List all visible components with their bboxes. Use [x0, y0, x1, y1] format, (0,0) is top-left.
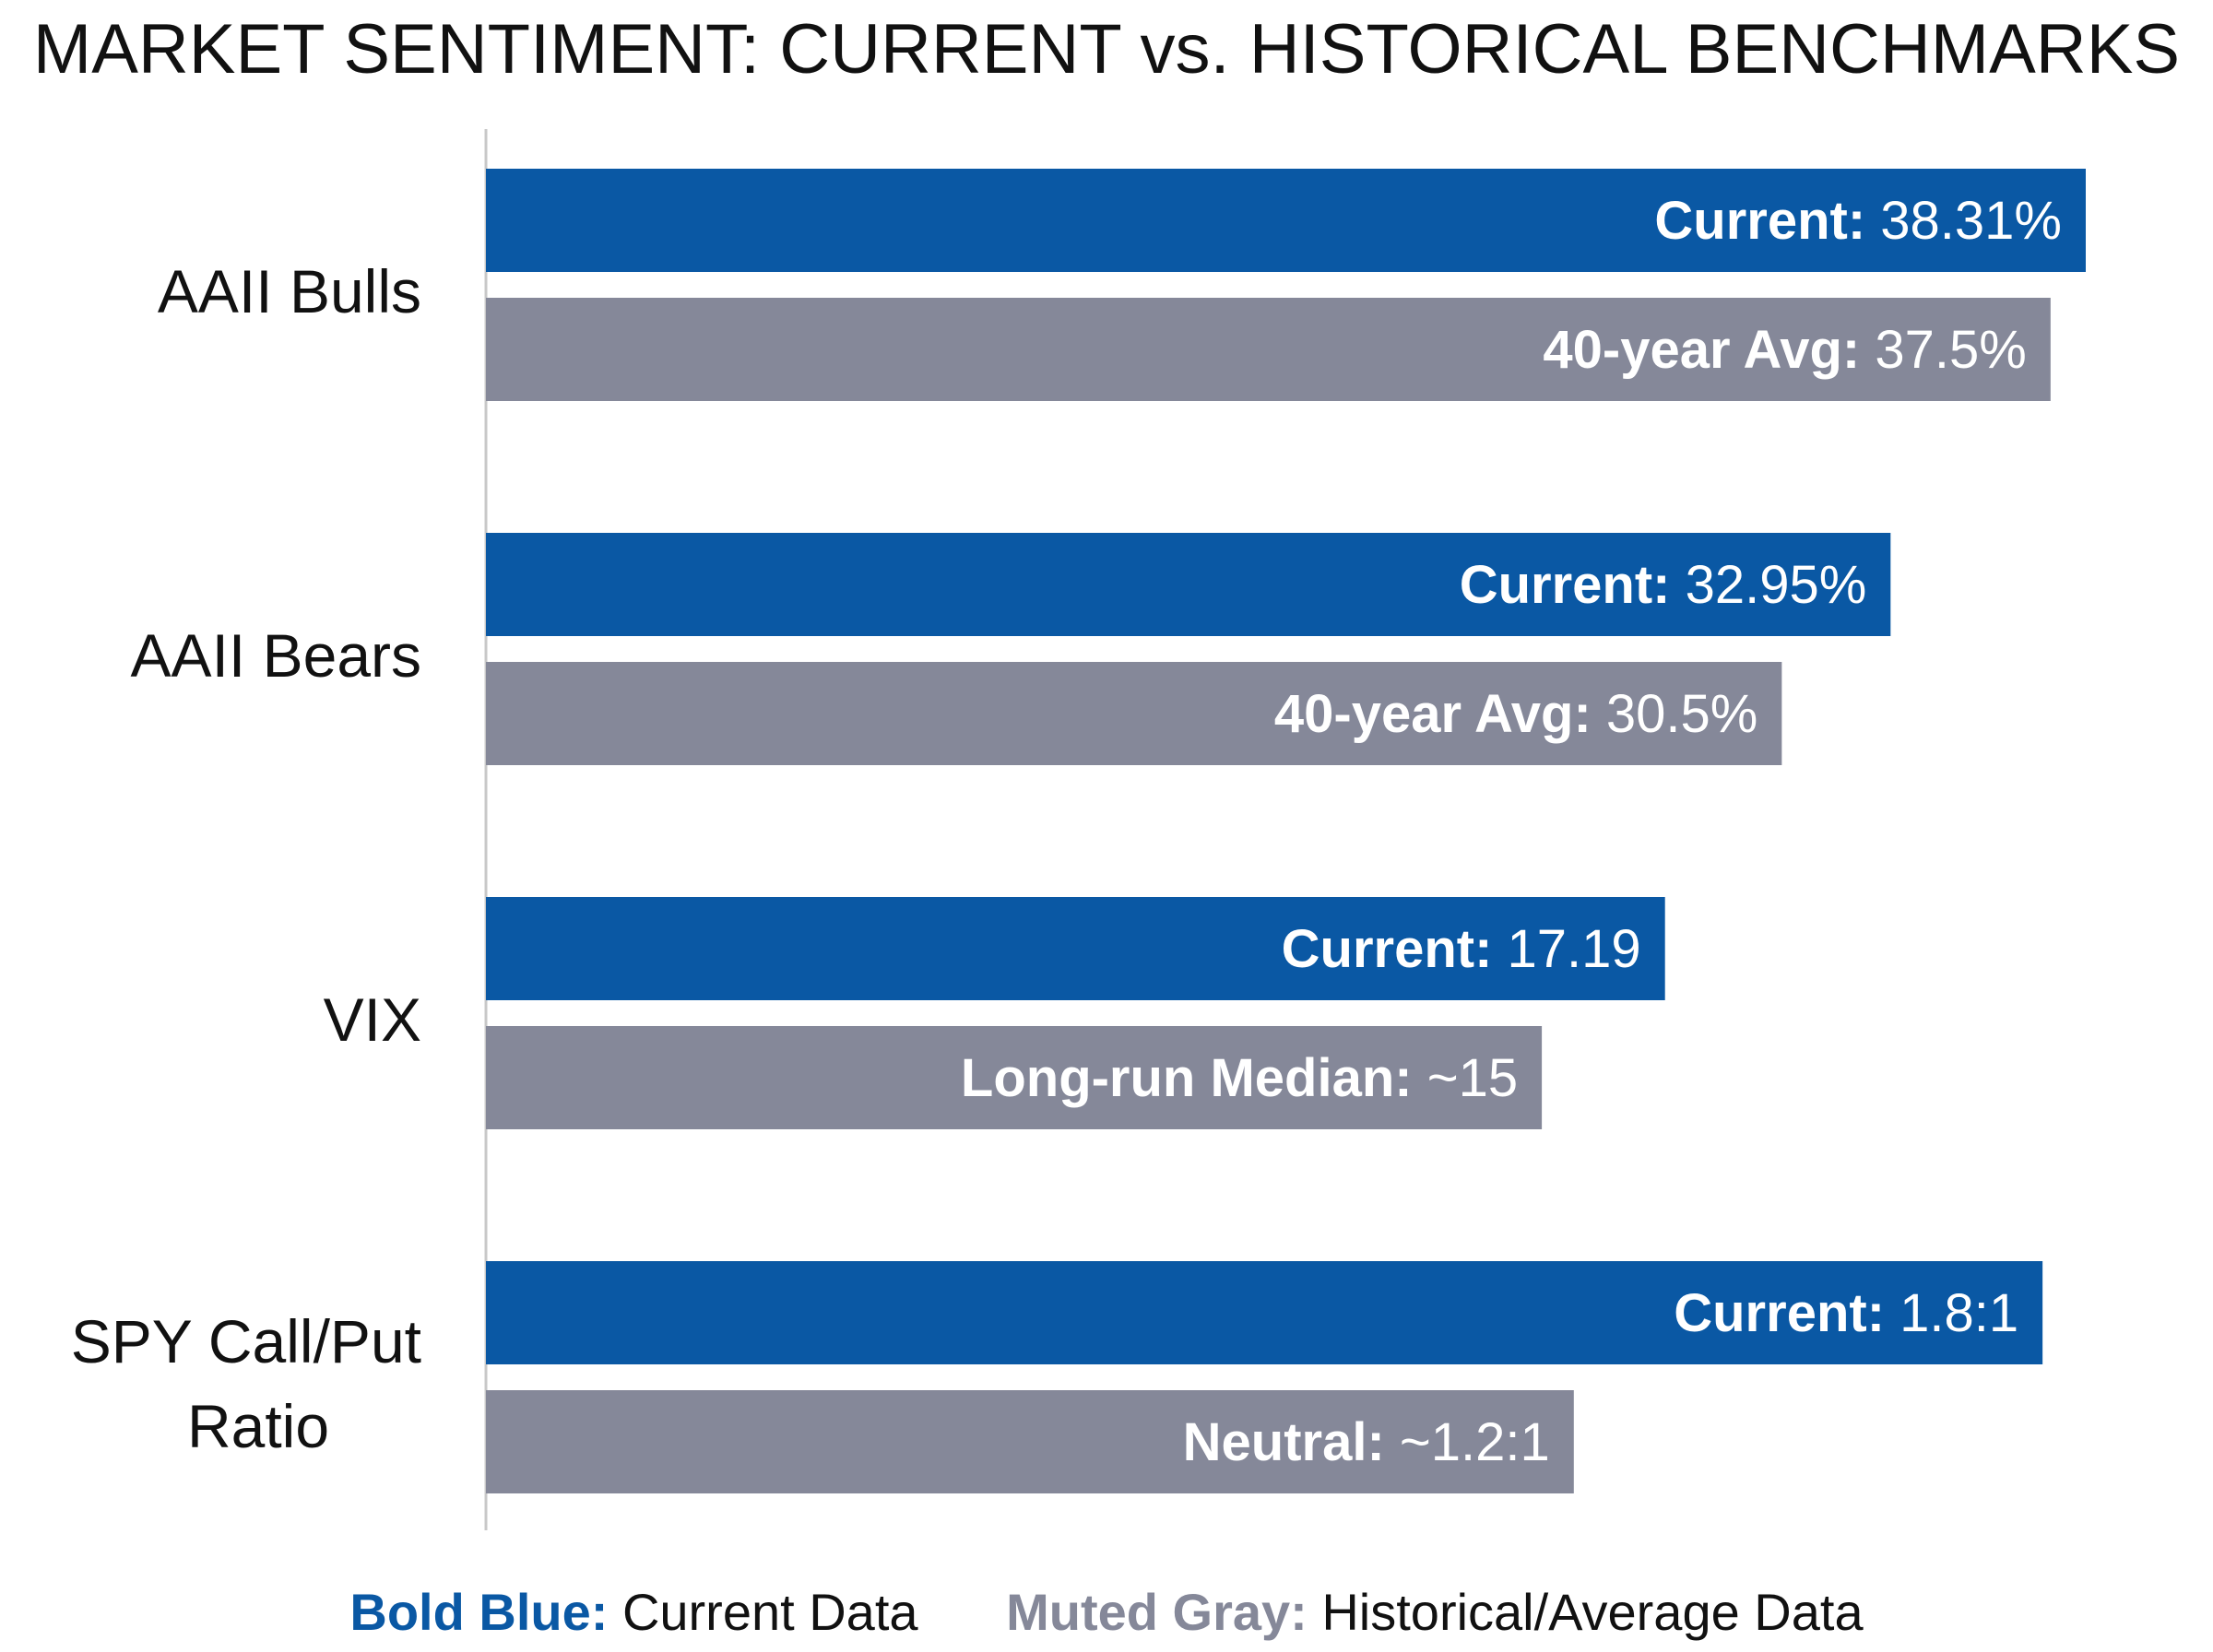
category-label: SPY Call/Put: [71, 1307, 421, 1375]
data-label-historical: 40-year Avg: 30.5%: [1274, 684, 1757, 744]
data-label-historical: 40-year Avg: 37.5%: [1543, 320, 2026, 380]
bar-current: [486, 1261, 2043, 1364]
legend-item-historical: Muted Gray: Historical/Average Data: [1006, 1582, 1864, 1642]
bar-historical: [486, 298, 2051, 401]
data-label-prefix: Current:: [1674, 1283, 1885, 1343]
bars-group: Current: 38.31% 40-year Avg: 37.5% Current…: [486, 169, 2086, 1493]
bar-historical: [486, 1390, 1574, 1493]
data-label-prefix: 40-year Avg:: [1543, 320, 1860, 380]
category-label: AAII Bears: [131, 621, 421, 690]
legend-key-current: Bold Blue:: [349, 1583, 609, 1641]
data-label-value: ~1.2:1: [1385, 1412, 1550, 1472]
data-label-prefix: Current:: [1654, 191, 1865, 251]
data-label-value: 38.31%: [1865, 191, 2062, 251]
data-label-historical: Long-run Median: ~15: [961, 1048, 1518, 1108]
data-label-current: Current: 32.95%: [1460, 555, 1867, 615]
data-label-current: Current: 1.8:1: [1674, 1283, 2018, 1343]
data-label-historical: Neutral: ~1.2:1: [1183, 1412, 1550, 1472]
data-label-value: 30.5%: [1592, 684, 1758, 744]
bar-historical: [486, 662, 1782, 765]
data-label-value: 17.19: [1492, 919, 1640, 979]
legend-key-historical: Muted Gray:: [1006, 1583, 1308, 1641]
data-label-value: 37.5%: [1860, 320, 2027, 380]
data-label-prefix: 40-year Avg:: [1274, 684, 1592, 744]
data-label-value: 1.8:1: [1885, 1283, 2018, 1343]
category-label: VIX: [324, 985, 421, 1054]
bar-current: [486, 533, 1891, 636]
bar-current: [486, 897, 1665, 1000]
bar-current: [486, 169, 2086, 272]
bar-chart: Current: 38.31% 40-year Avg: 37.5% Current…: [71, 129, 2086, 1530]
bar-historical: [486, 1026, 1543, 1129]
data-label-prefix: Neutral:: [1183, 1412, 1385, 1472]
chart-title: MARKET SENTIMENT: CURRENT vs. HISTORICAL…: [32, 10, 2181, 88]
legend-item-current: Bold Blue: Current Data: [349, 1582, 917, 1642]
data-label-prefix: Current:: [1460, 555, 1671, 615]
category-label: AAII Bulls: [158, 257, 421, 325]
data-label-prefix: Current:: [1282, 919, 1493, 979]
data-label-current: Current: 17.19: [1282, 919, 1641, 979]
data-label-current: Current: 38.31%: [1654, 191, 2062, 251]
data-label-value: 32.95%: [1671, 555, 1867, 615]
legend-desc-current: Current Data: [608, 1583, 918, 1641]
data-label-value: ~15: [1413, 1048, 1519, 1108]
legend-desc-historical: Historical/Average Data: [1307, 1583, 1864, 1641]
category-labels-group: AAII Bulls AAII Bears VIX SPY Call/Put Ratio: [71, 257, 421, 1460]
legend: Bold Blue: Current Data Muted Gray: Hist…: [0, 1582, 2213, 1642]
category-label: Ratio: [187, 1392, 329, 1460]
data-label-prefix: Long-run Median:: [961, 1048, 1413, 1108]
